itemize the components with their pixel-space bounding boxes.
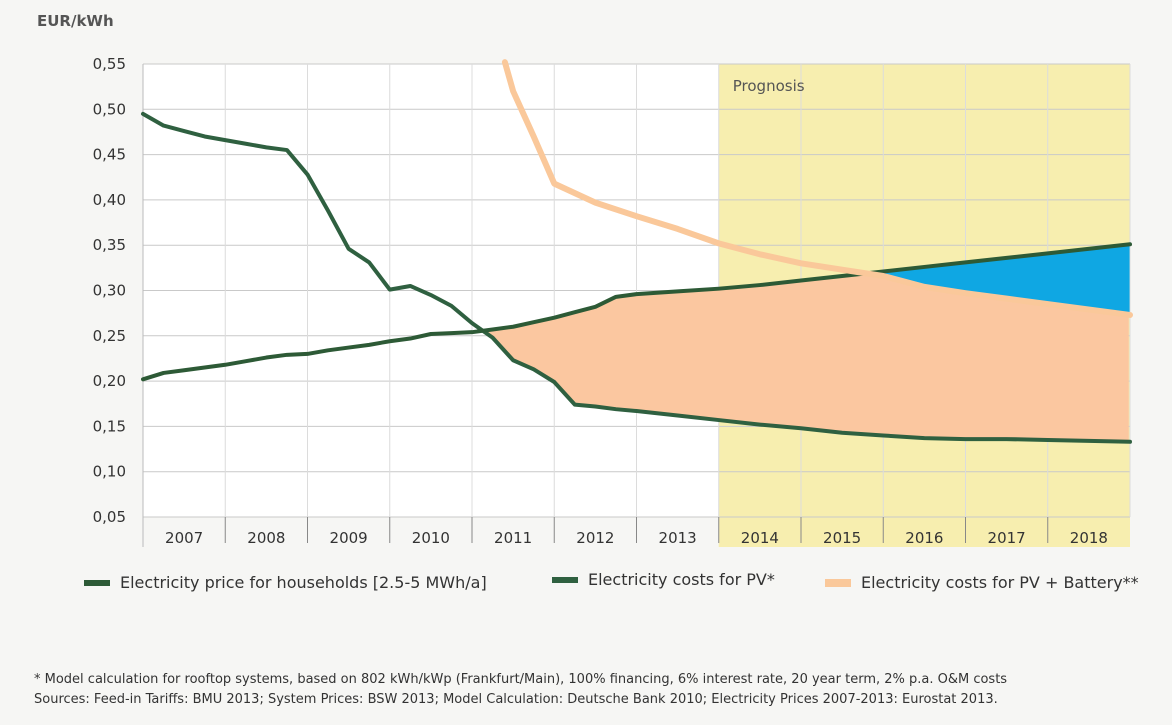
x-tick-label: 2015	[823, 529, 861, 547]
footnote-sources: Sources: Feed-in Tariffs: BMU 2013; Syst…	[34, 692, 998, 707]
x-tick-label: 2016	[905, 529, 943, 547]
footnotes: * Model calculation for rooftop systems,…	[34, 670, 1007, 710]
legend-item-household-price: Electricity price for households [2.5-5 …	[84, 573, 487, 592]
y-tick-label: 0,35	[93, 236, 126, 254]
x-tick-label: 2014	[741, 529, 779, 547]
legend-swatch-household-price	[84, 579, 110, 586]
legend-label-household-price: Electricity price for households [2.5-5 …	[120, 573, 487, 592]
x-tick-label: 2013	[659, 529, 697, 547]
household-price-line	[141, 242, 1132, 382]
legend-swatch-pv-costs	[552, 576, 578, 583]
x-tick-label: 2017	[988, 529, 1026, 547]
y-tick-label: 0,40	[93, 191, 126, 209]
x-tick-label: 2012	[576, 529, 614, 547]
legend-swatch-pv-battery-costs	[825, 578, 851, 587]
y-tick-label: 0,45	[93, 146, 126, 164]
footnote-model: * Model calculation for rooftop systems,…	[34, 672, 1008, 687]
y-tick-label: 0,05	[93, 508, 126, 526]
series-lines	[141, 59, 1133, 444]
y-tick-label: 0,10	[93, 463, 126, 481]
pv-cost-advantage-area	[483, 273, 1129, 442]
y-tick-label: 0,20	[93, 372, 126, 390]
x-axis-ticks: 2007 2008 2009 2010 2011 2012 2013 2014 2015 2016…	[165, 529, 1108, 547]
x-tick-label: 2008	[247, 529, 285, 547]
prognosis-label: Prognosis	[733, 77, 805, 95]
legend-label-pv-costs: Electricity costs for PV*	[588, 570, 775, 589]
legend-item-pv-costs: Electricity costs for PV*	[552, 570, 775, 589]
y-tick-label: 0,15	[93, 417, 126, 435]
y-axis-unit: EUR/kWh	[37, 12, 114, 30]
legend-label-pv-battery-costs: Electricity costs for PV + Battery**	[861, 573, 1139, 592]
x-tick-label: 2007	[165, 529, 203, 547]
y-tick-label: 0,55	[93, 55, 126, 73]
y-axis-ticks: 0,55 0,50 0,45 0,40 0,35 0,30 0,25 0,20 0,15 0,10…	[93, 55, 126, 526]
x-tick-label: 2011	[494, 529, 532, 547]
x-tick-label: 2010	[412, 529, 450, 547]
battery-cost-advantage-area	[866, 244, 1130, 315]
chart: EUR/kWh Prognosis 0,550,500,450,400,350,…	[37, 12, 1133, 547]
y-tick-label: 0,30	[93, 282, 126, 300]
x-tick-label: 2018	[1070, 529, 1108, 547]
y-tick-label: 0,50	[93, 100, 126, 118]
x-tick-label: 2009	[330, 529, 368, 547]
pv-costs-line	[141, 111, 1132, 444]
y-tick-label: 0,25	[93, 327, 126, 345]
legend-item-pv-battery-costs: Electricity costs for PV + Battery**	[825, 573, 1139, 592]
pv-battery-costs-line	[501, 59, 1133, 318]
legend: Electricity price for households [2.5-5 …	[80, 570, 1170, 603]
